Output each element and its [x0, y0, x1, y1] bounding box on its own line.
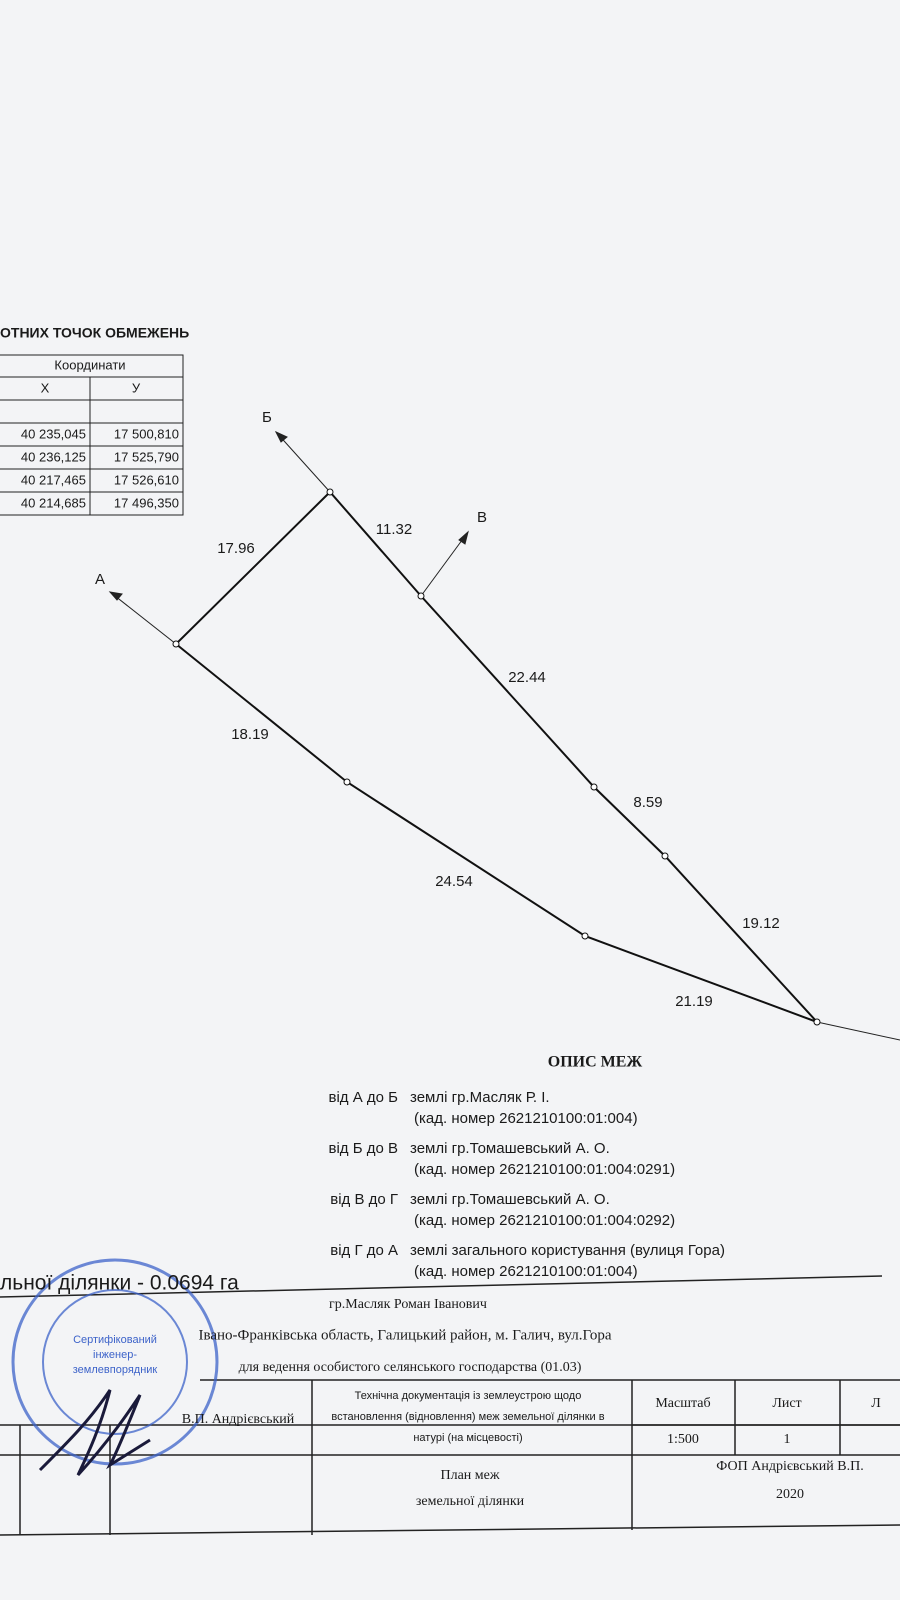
- boundary-cadastre: (кад. номер 2621210100:01:004): [414, 1110, 638, 1127]
- parcel-boundary: [175, 490, 818, 1023]
- scale-label: Масштаб: [655, 1396, 710, 1411]
- boundary-label: від Г до А: [330, 1242, 398, 1259]
- table-cell: 17 525,790: [114, 449, 179, 464]
- table-cell: 17 496,350: [114, 495, 179, 510]
- table-cell: 40 214,685: [21, 495, 86, 510]
- table-column-header: У: [132, 380, 141, 395]
- boundary-cadastre: (кад. номер 2621210100:01:004:0291): [414, 1161, 675, 1178]
- segment-length: 21.19: [675, 993, 713, 1010]
- segment-length: 22.44: [508, 669, 546, 686]
- boundary-owner: землі гр.Масляк Р. І.: [410, 1089, 550, 1106]
- plan-title: земельної ділянки: [416, 1494, 525, 1509]
- address: Івано-Франківська область, Галицький рай…: [198, 1327, 611, 1343]
- point-label: Б: [262, 409, 272, 426]
- company: ФОП Андрієвський В.П.: [716, 1459, 863, 1474]
- table-column-header: X: [41, 380, 50, 395]
- boundary-owner: землі загального користування (вулиця Го…: [410, 1242, 725, 1259]
- segment-length: 17.96: [217, 540, 255, 557]
- plan-title: План меж: [440, 1468, 499, 1483]
- table-cell: 40 236,125: [21, 449, 86, 464]
- table-cell: 17 500,810: [114, 426, 179, 441]
- segment-length: 19.12: [742, 915, 780, 932]
- segment-length: 18.19: [231, 726, 269, 743]
- table-group-header: Координати: [54, 357, 125, 372]
- document-title: встановлення (відновлення) меж земельної…: [331, 1411, 604, 1423]
- boundary-owner: землі гр.Томашевський А. О.: [410, 1140, 610, 1157]
- document-title: Технічна документація із землеустрою щод…: [355, 1390, 582, 1402]
- signature: [38, 1389, 151, 1477]
- scale: 1:500: [667, 1432, 699, 1447]
- direction-arrows: [108, 430, 900, 1041]
- seal-text: інженер-: [93, 1349, 137, 1361]
- coordinate-table-grid: [0, 354, 184, 516]
- seal: [11, 1258, 219, 1466]
- table-heading: ОТНИХ ТОЧОК ОБМЕЖЕНЬ: [0, 325, 189, 341]
- vertex-markers: [172, 488, 821, 1026]
- sheet-label: Лист: [772, 1396, 801, 1411]
- seal-text: Сертифікований: [73, 1334, 157, 1346]
- boundary-label: від В до Г: [330, 1191, 398, 1208]
- point-label: А: [95, 571, 105, 588]
- point-label: В: [477, 509, 487, 526]
- table-cell: 40 235,045: [21, 426, 86, 441]
- sheets-label: Л: [871, 1396, 881, 1411]
- description-title: ОПИС МЕЖ: [548, 1054, 643, 1071]
- area: льної ділянки - 0.0694 га: [0, 1272, 239, 1295]
- boundary-owner: землі гр.Томашевський А. О.: [410, 1191, 610, 1208]
- boundary-label: від Б до В: [329, 1140, 399, 1157]
- owner-name: гр.Масляк Роман Іванович: [329, 1297, 487, 1312]
- table-cell: 17 526,610: [114, 472, 179, 487]
- year: 2020: [776, 1487, 804, 1502]
- segment-length: 24.54: [435, 873, 473, 890]
- seal-text: землевпорядник: [73, 1364, 158, 1376]
- segment-length: 11.32: [376, 521, 412, 538]
- sheet: 1: [784, 1432, 791, 1447]
- document-title: натурі (на місцевості): [413, 1432, 522, 1444]
- segment-length: 8.59: [633, 794, 662, 811]
- engineer-name: В.П. Андрієвський: [182, 1412, 295, 1427]
- boundary-cadastre: (кад. номер 2621210100:01:004): [414, 1263, 638, 1280]
- boundary-label: від А до Б: [329, 1089, 399, 1106]
- table-cell: 40 217,465: [21, 472, 86, 487]
- boundary-cadastre: (кад. номер 2621210100:01:004:0292): [414, 1212, 675, 1229]
- purpose: для ведення особистого селянського госпо…: [239, 1360, 582, 1375]
